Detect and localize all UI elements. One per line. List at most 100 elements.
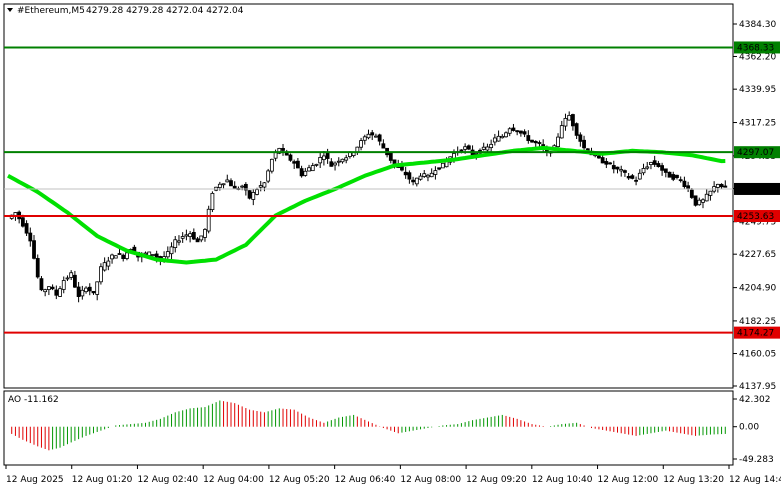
candle-body: [188, 233, 193, 237]
candle-body: [87, 286, 92, 292]
triangle-down-icon[interactable]: [7, 8, 13, 12]
candle-body: [678, 179, 683, 182]
candle-body: [537, 142, 542, 144]
price-tick-label: 4362.20: [739, 52, 776, 62]
candle-body: [340, 158, 345, 163]
candle-body: [507, 128, 512, 134]
candle-body: [269, 158, 274, 172]
candle-body: [303, 170, 308, 176]
price-tick-label: 4249.75: [739, 218, 776, 228]
candle-body: [255, 189, 259, 195]
time-tick-label: 12 Aug 01:20: [72, 475, 133, 485]
candle-body: [381, 143, 386, 149]
candle-body: [634, 179, 638, 182]
candle-body: [110, 254, 114, 260]
candle-body: [240, 185, 245, 188]
candle-body: [177, 240, 181, 243]
candle-body: [418, 175, 423, 180]
candle-body: [65, 277, 70, 280]
candle-body: [492, 137, 497, 143]
ao-histogram: [11, 400, 726, 451]
candle-body: [481, 146, 486, 150]
candle-body: [113, 255, 118, 259]
candle-body: [615, 166, 620, 170]
candle-body: [173, 239, 178, 248]
candle-body: [697, 199, 702, 206]
candle-body: [660, 165, 665, 171]
price-tick-label: 4384.30: [739, 20, 776, 30]
candle-body: [225, 179, 230, 183]
candle-body: [623, 170, 627, 173]
candle-body: [322, 155, 326, 161]
candle-body: [366, 133, 371, 139]
candle-body: [719, 183, 724, 188]
candle-body: [307, 167, 311, 172]
candle-body: [652, 160, 657, 165]
candle-body: [84, 287, 88, 293]
candle-body: [518, 130, 523, 134]
time-tick-label: 12 Aug 09:20: [466, 475, 527, 485]
candle-body: [422, 173, 427, 177]
candle-body: [310, 165, 315, 172]
candle-body: [597, 155, 601, 159]
candle-body: [496, 135, 501, 142]
level-price-label: 4253.63: [737, 212, 774, 222]
time-tick-label: 12 Aug 13:20: [663, 475, 724, 485]
candle-body: [295, 160, 300, 169]
candle-body: [426, 174, 430, 178]
candle-body: [433, 170, 438, 175]
candle-body: [24, 223, 29, 234]
candle-body: [247, 190, 252, 199]
candle-body: [463, 146, 468, 150]
candle-body: [515, 130, 520, 133]
candle-body: [80, 289, 85, 297]
candle-body: [574, 123, 579, 136]
candle-body: [61, 280, 66, 290]
candle-body: [675, 174, 679, 179]
candle-body: [210, 192, 215, 211]
candle-body: [708, 190, 713, 196]
candle-body: [600, 157, 605, 164]
price-tick-label: 4204.90: [739, 284, 776, 294]
candle-body: [76, 286, 81, 297]
candle-body: [582, 139, 586, 149]
ao-tick-label: 42.302: [739, 395, 771, 405]
candle-body: [184, 234, 189, 237]
candle-body: [429, 172, 434, 178]
candle-body: [336, 160, 341, 163]
candle-body: [723, 185, 728, 188]
candle-body: [266, 170, 271, 182]
candle-body: [571, 114, 575, 127]
candle-body: [199, 235, 204, 241]
time-tick-label: 12 Aug 05:20: [269, 475, 330, 485]
candle-body: [292, 161, 297, 164]
candle-body: [440, 162, 445, 169]
candle-body: [611, 165, 616, 170]
candle-body: [388, 152, 393, 161]
candle-body: [43, 289, 48, 293]
candle-body: [154, 253, 159, 258]
price-tick-label: 4339.95: [739, 85, 776, 95]
candle-body: [232, 185, 237, 189]
ao-label: AO -11.162: [8, 395, 59, 405]
candle-body: [374, 135, 378, 138]
candle-body: [333, 162, 337, 166]
candle-body: [377, 134, 382, 142]
time-tick-label: 12 Aug 12:00: [598, 475, 659, 485]
level-price-label: 4368.33: [737, 43, 774, 53]
price-tick-label: 4182.25: [739, 317, 776, 327]
moving-average-line: [7, 145, 726, 265]
candle-body: [407, 172, 412, 180]
candle-body: [485, 146, 490, 151]
candle-body: [195, 238, 200, 243]
level-price-label: 4174.27: [737, 329, 774, 339]
time-tick-label: 12 Aug 06:40: [335, 475, 396, 485]
candle-body: [556, 136, 560, 148]
candle-body: [414, 177, 419, 185]
candle-body: [530, 139, 534, 143]
header-ohlc: 4279.28 4279.28 4272.04 4272.04: [86, 6, 244, 16]
candle-body: [221, 183, 226, 186]
candle-body: [641, 168, 646, 174]
candle-body: [563, 118, 568, 127]
